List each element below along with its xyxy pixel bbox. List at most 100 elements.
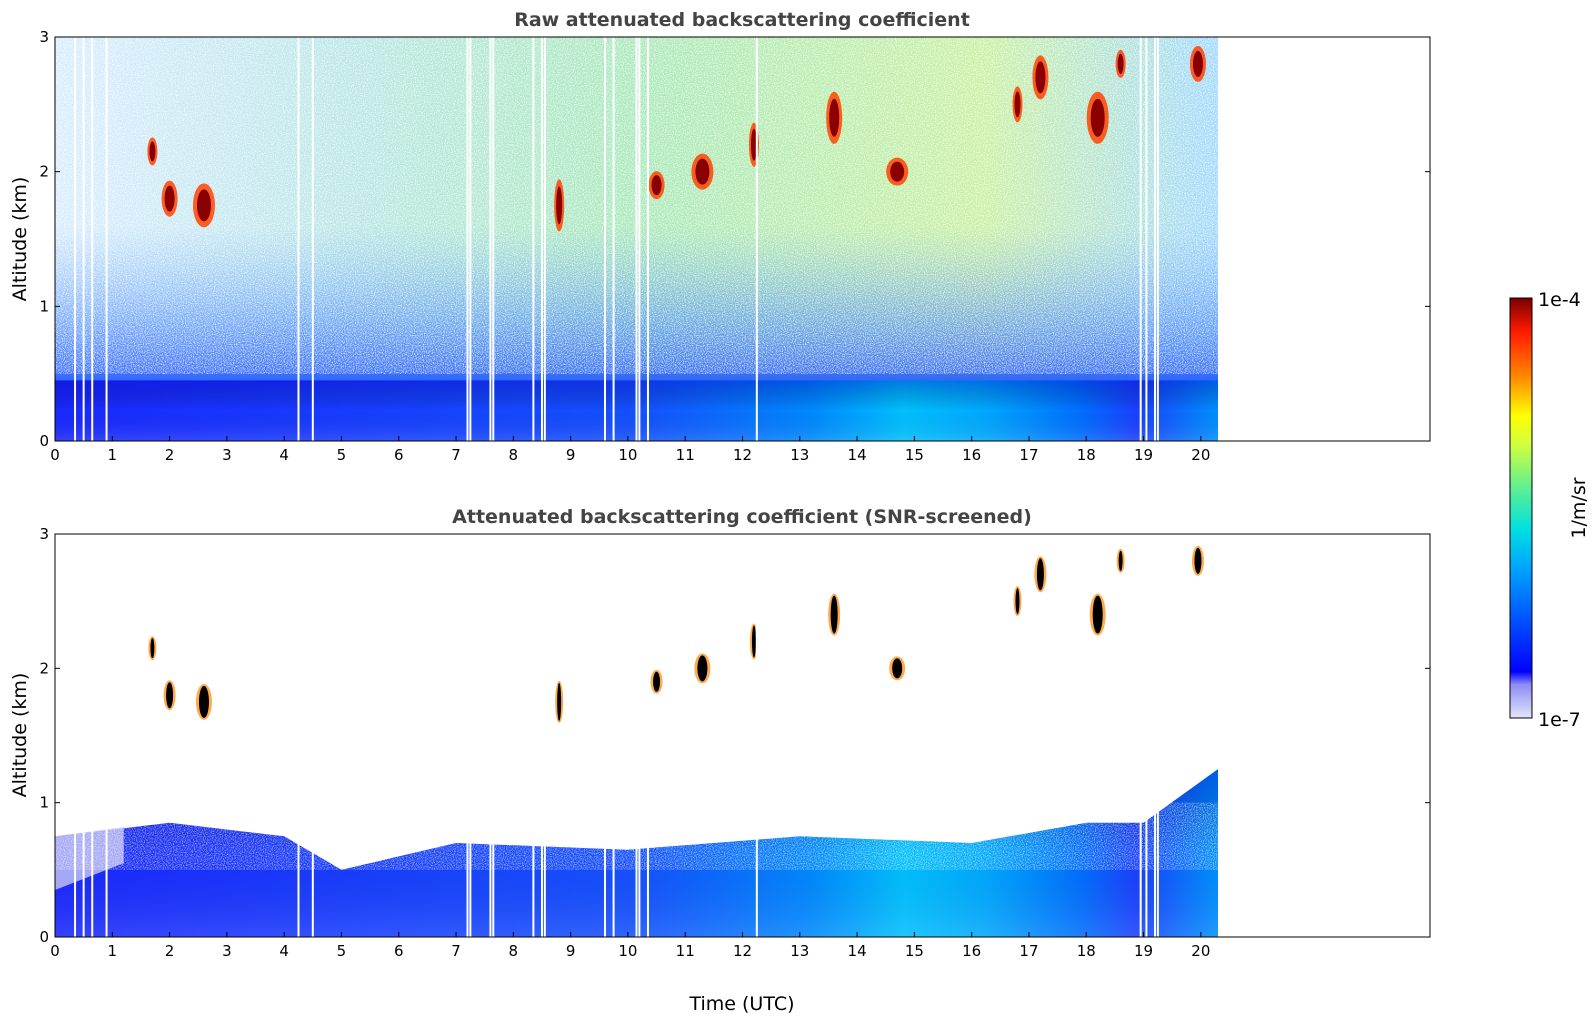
x-tick-label: 20 [1191,446,1210,464]
cloud-patch [1032,55,1049,100]
panel1-y-axis-label: Altitude (km) [9,177,31,302]
x-tick-label: 2 [165,942,175,960]
cloud-patch [1034,556,1047,593]
cloud-patch [828,593,841,636]
x-tick-label: 1 [108,942,118,960]
panel2-plot-area [55,534,1430,937]
colorbar: 1e-4 1e-7 1/m/sr [1509,289,1590,731]
x-tick-label: 11 [676,942,695,960]
y-tick-label: 2 [39,163,49,181]
y-tick-label: 0 [39,928,49,946]
x-tick-label: 6 [394,942,404,960]
x-tick-label: 15 [905,942,924,960]
cloud-patch [889,656,906,681]
x-tick-label: 5 [337,446,347,464]
x-tick-label: 10 [618,942,637,960]
cloud-patch [826,91,843,144]
cloud-patch [1191,545,1204,576]
panel1-title: Raw attenuated backscattering coefficien… [514,9,970,31]
x-tick-label: 19 [1134,446,1153,464]
panel2-title: Attenuated backscattering coefficient (S… [452,506,1032,528]
x-tick-label: 0 [50,446,60,464]
x-tick-label: 1 [108,446,118,464]
cloud-patch [650,669,663,694]
x-tick-label: 4 [279,446,289,464]
colorbar-max-label: 1e-4 [1538,289,1581,311]
x-tick-label: 6 [394,446,404,464]
cloud-patch [554,179,565,232]
x-tick-label: 13 [790,446,809,464]
panel1-plot-area [55,37,1430,441]
cloud-patch [694,653,711,684]
cloud-patch [161,180,178,217]
x-tick-label: 4 [279,942,289,960]
x-tick-label: 3 [222,446,232,464]
panel2-x-axis-label: Time (UTC) [688,993,794,1015]
panel2-dropout-lines [74,534,1159,937]
x-tick-label: 14 [848,942,867,960]
cloud-patch [195,683,212,720]
panel2-y-axis: 0 1 2 3 [39,525,1430,946]
x-tick-label: 15 [905,446,924,464]
panel2-x-axis: 0 1 2 3 4 5 6 7 8 9 10 11 12 13 14 15 16 17 18 19 20 [50,932,1210,960]
panel2-y-axis-label: Altitude (km) [9,673,31,798]
cloud-patch [147,137,158,166]
cloud-patch [555,680,564,723]
x-tick-label: 17 [1019,942,1038,960]
colorbar-min-label: 1e-7 [1538,709,1581,731]
x-tick-label: 19 [1134,942,1153,960]
no-data-region [1218,37,1430,441]
panel1-dropout-lines [74,37,1159,441]
x-tick-label: 7 [451,942,461,960]
x-tick-label: 20 [1191,942,1210,960]
x-tick-label: 13 [790,942,809,960]
x-tick-label: 2 [165,446,175,464]
cloud-patch [1086,91,1109,144]
cloud-patch [886,157,909,186]
x-tick-label: 9 [566,942,576,960]
y-tick-label: 0 [39,432,49,450]
y-tick-label: 3 [39,525,49,543]
y-tick-label: 1 [39,794,49,812]
cloud-patch [148,636,157,661]
x-tick-label: 3 [222,942,232,960]
x-tick-label: 17 [1019,446,1038,464]
y-tick-label: 1 [39,297,49,315]
cloud-patch [691,153,714,190]
colorbar-scale [1509,297,1533,719]
x-tick-label: 7 [451,446,461,464]
x-tick-label: 8 [509,942,519,960]
cloud-patch [1013,586,1022,617]
cloud-patch [163,680,176,711]
colorbar-unit-label: 1/m/sr [1568,477,1590,538]
cloud-patch [1189,45,1206,82]
cloud-patch [192,183,215,228]
x-tick-label: 8 [509,446,519,464]
x-tick-label: 11 [676,446,695,464]
x-tick-label: 18 [1077,446,1096,464]
cloud-patch [1012,86,1023,123]
cloud-patch [648,171,665,200]
x-tick-label: 12 [733,942,752,960]
cloud-patch [1089,593,1106,636]
no-data-region [1218,534,1430,937]
x-tick-label: 0 [50,942,60,960]
x-tick-label: 5 [337,942,347,960]
raw-backscatter-panel: Raw attenuated backscattering coefficien… [9,9,1431,464]
x-tick-label: 10 [618,446,637,464]
x-tick-label: 12 [733,446,752,464]
cloud-patch [1116,548,1125,573]
x-tick-label: 14 [848,446,867,464]
panel1-y-axis: 0 1 2 3 [39,28,1430,450]
x-tick-label: 16 [962,942,981,960]
x-tick-label: 9 [566,446,576,464]
x-tick-label: 16 [962,446,981,464]
screened-backscatter-panel: Attenuated backscattering coefficient (S… [9,506,1431,1015]
x-tick-label: 18 [1077,942,1096,960]
panel2-cloud-patches [148,545,1204,723]
y-tick-label: 2 [39,659,49,677]
panel1-x-axis: 0 1 2 3 4 5 6 7 8 9 10 11 12 13 14 15 16 17 18 19 20 [50,436,1210,464]
cloud-patch [1115,49,1126,78]
y-tick-label: 3 [39,28,49,46]
